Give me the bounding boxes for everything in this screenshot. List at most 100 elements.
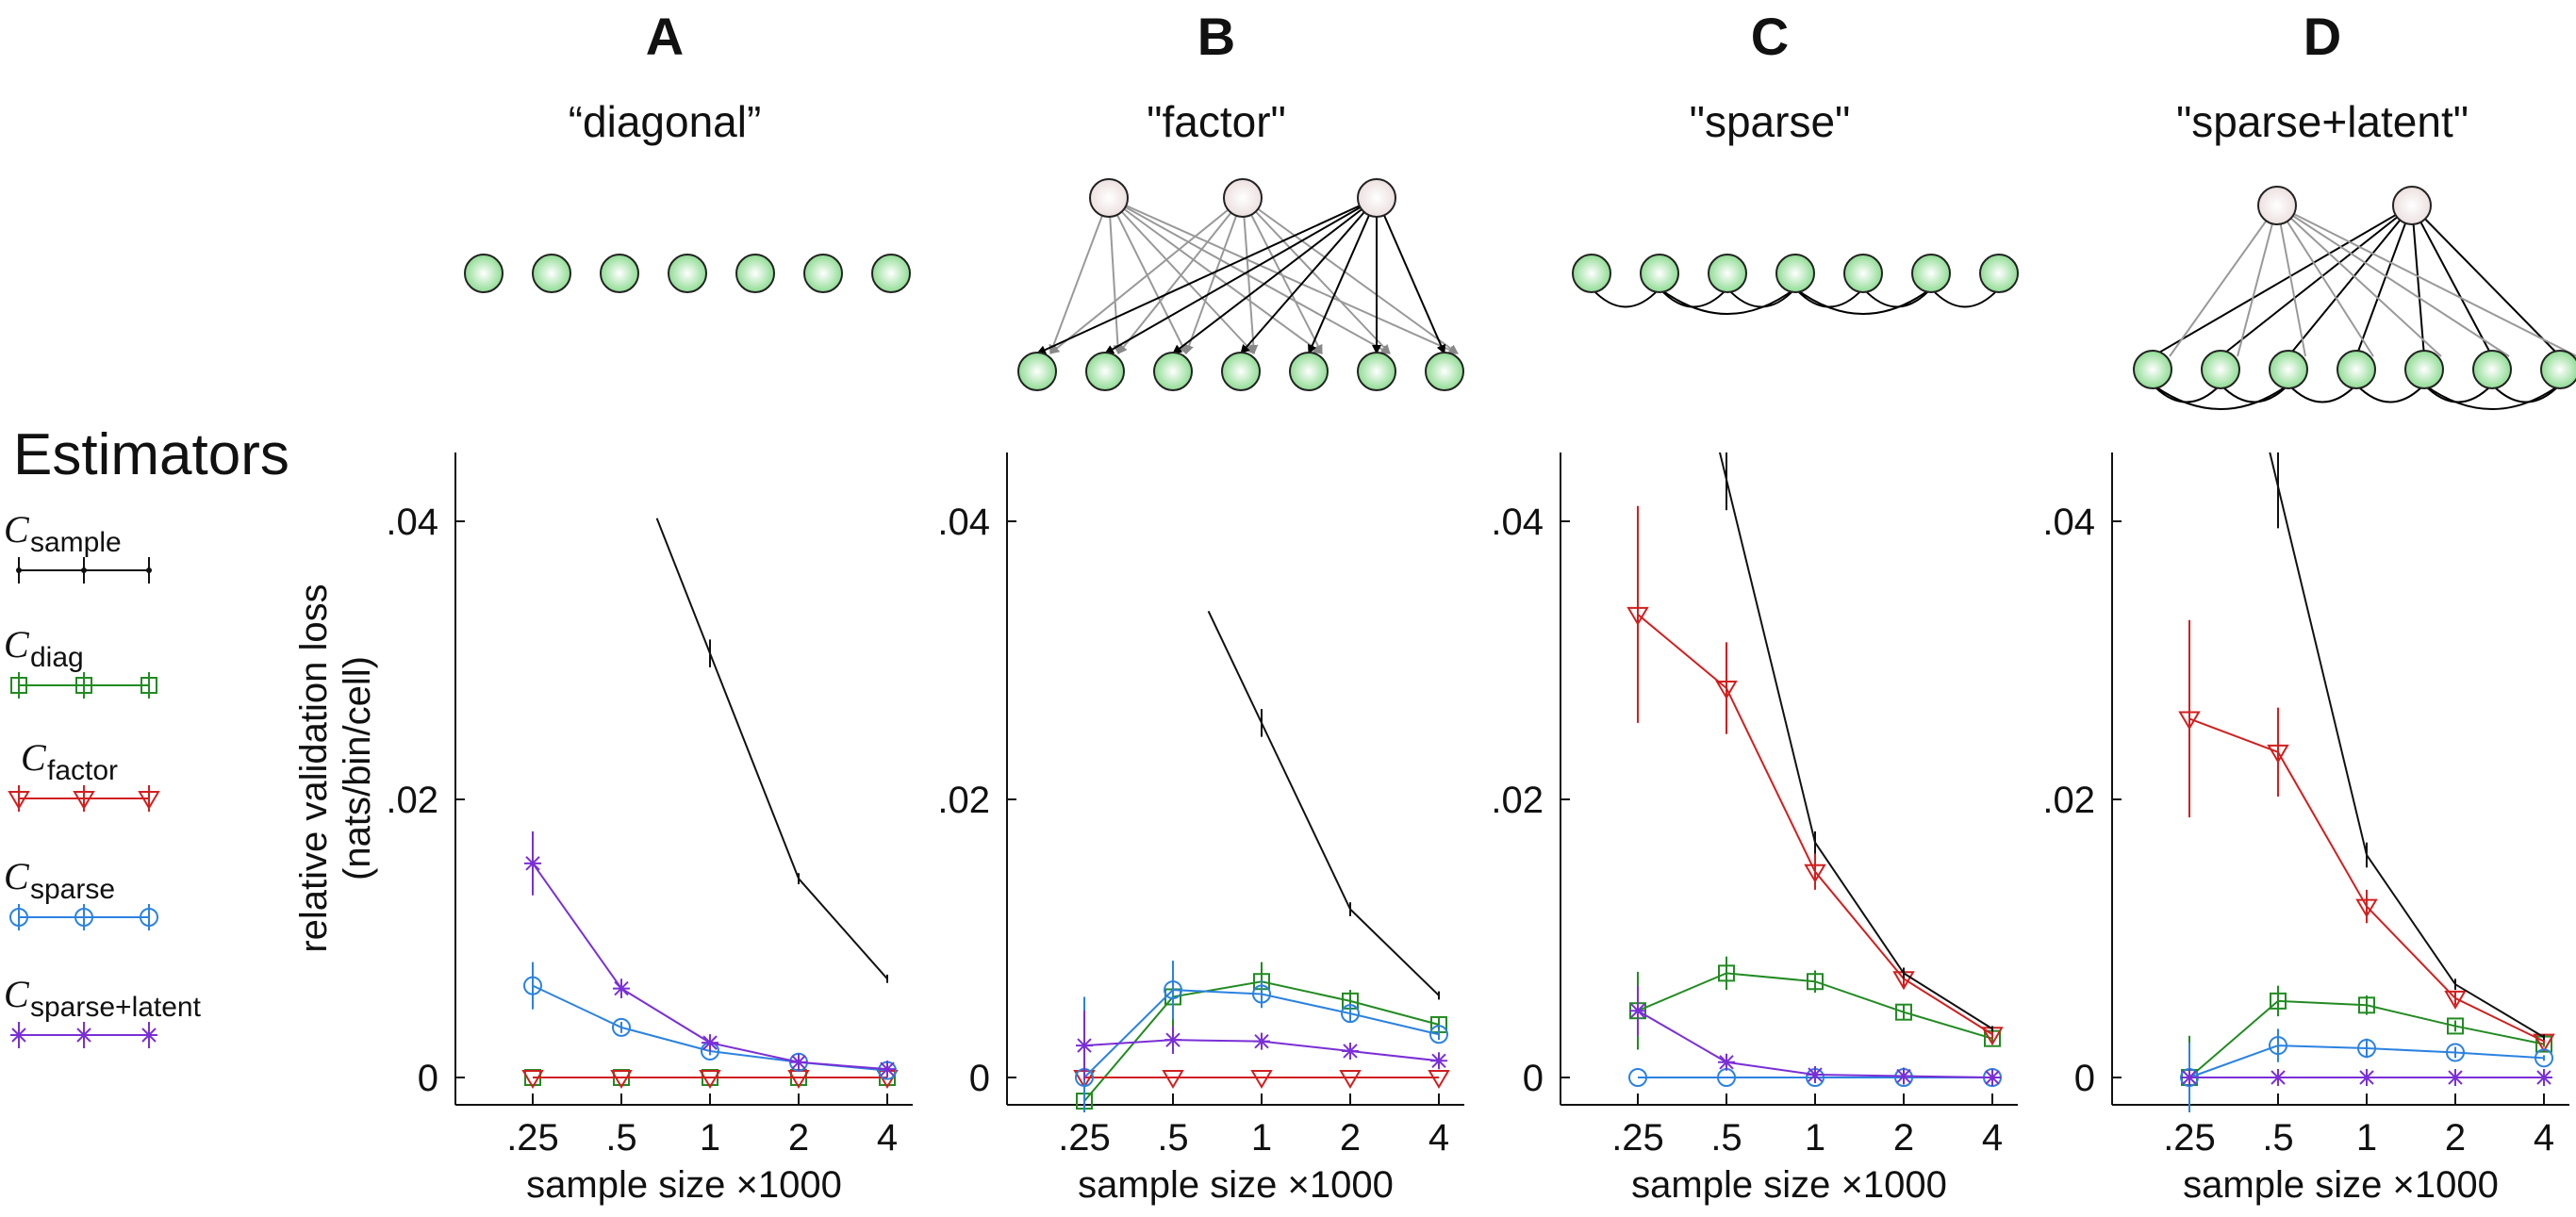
x-tick-label: 2 [1340, 1117, 1361, 1159]
data-point [1628, 1068, 1647, 1087]
legend-marker [140, 677, 157, 694]
series-sample [1207, 610, 1440, 1000]
observed-node [2269, 350, 2308, 389]
series-line [1718, 452, 1993, 1030]
series-factor [2178, 619, 2555, 1053]
latent-edge [2276, 205, 2374, 357]
observed-node [1572, 254, 1611, 293]
data-point [1162, 1070, 1184, 1089]
chart-panels: A “diagonal” 0 .02 .04 .25 .5 1 2 4 sample size ×1… [293, 7, 2569, 1206]
data-point [1429, 1025, 1448, 1044]
y-axis-label: relative validation loss (nats/bin/cell) [293, 584, 378, 952]
data-point [1715, 681, 1738, 699]
sparse-edge [2287, 384, 2357, 403]
legend-subscript: sparse [30, 874, 115, 905]
y-tick-label: .04 [386, 502, 438, 543]
series-sample [655, 518, 888, 983]
legend-marker [16, 567, 22, 573]
legend-marker [74, 908, 93, 927]
sparse-edge [2423, 384, 2493, 403]
series-group [521, 518, 899, 1089]
series-group [1627, 452, 2004, 1087]
observed-node [735, 254, 775, 293]
network-diagrams [464, 178, 2576, 410]
data-point [1341, 1004, 1360, 1024]
x-axis-label: sample size ×1000 [1631, 1164, 1947, 1206]
data-point [2446, 1043, 2465, 1062]
factor-edge [1242, 197, 1391, 354]
x-tick-label: 4 [877, 1117, 898, 1159]
legend-marker [140, 1027, 157, 1044]
x-tick-label: .25 [1058, 1117, 1111, 1159]
latent-edge [2169, 205, 2278, 357]
latent-edge [2411, 205, 2561, 357]
y-tick-label: .04 [2042, 502, 2095, 543]
observed-node [2133, 350, 2172, 389]
x-tick-label: 2 [788, 1117, 809, 1159]
observed-node [1289, 352, 1329, 391]
sparse-edge [1862, 288, 1932, 308]
x-tick-label: .5 [1710, 1117, 1742, 1159]
data-point [1164, 1031, 1181, 1049]
x-tick-label: 4 [2534, 1117, 2554, 1159]
sparse-edge [1659, 288, 1728, 308]
data-point [790, 1053, 807, 1071]
x-tick-label: 1 [1251, 1117, 1272, 1159]
data-point [1339, 1070, 1362, 1089]
series-group [2178, 452, 2555, 1112]
data-point [2181, 1069, 2198, 1086]
latent-edge [2276, 205, 2306, 357]
legend-marker [81, 567, 87, 573]
series-sample [1718, 452, 1993, 1032]
latent-edge [2276, 205, 2442, 357]
sparse-edge [1794, 288, 1932, 315]
y-tick-label: .02 [386, 780, 438, 821]
legend-marker [75, 677, 92, 694]
panel-a: A “diagonal” 0 .02 .04 .25 .5 1 2 4 sample size ×1… [386, 7, 913, 1206]
x-tick-label: .5 [2262, 1117, 2293, 1159]
series-factor [1073, 1070, 1450, 1089]
observed-node [1017, 352, 1057, 391]
legend-marker [146, 567, 152, 573]
x-axis-label: sample size ×1000 [1078, 1164, 1394, 1206]
latent-edge [2411, 205, 2493, 357]
data-point [879, 1061, 896, 1078]
x-tick-label: 1 [1805, 1117, 1825, 1159]
data-point [1807, 1066, 1824, 1084]
observed-node [1085, 352, 1125, 391]
observed-node [1708, 254, 1747, 293]
data-point [2355, 898, 2378, 918]
data-point [521, 1070, 544, 1089]
data-point [524, 854, 541, 872]
x-tick-label: 2 [2445, 1117, 2466, 1159]
observed-node [1153, 352, 1193, 391]
latent-edge [2220, 205, 2413, 357]
y-tick-label: .02 [2042, 780, 2095, 821]
data-point [1807, 973, 1824, 991]
panel-title: "sparse+latent" [2176, 97, 2469, 146]
panel-title: "sparse" [1690, 97, 1851, 146]
observed-node [1357, 352, 1396, 391]
legend-subscript: sample [30, 527, 122, 558]
factor-edge [1104, 197, 1378, 354]
observed-node [2201, 350, 2240, 389]
data-point [2357, 1039, 2376, 1059]
data-point [699, 1070, 721, 1089]
factor-edge [1108, 197, 1123, 354]
legend-symbol: C [4, 855, 30, 897]
observed-node [1425, 352, 1464, 391]
data-point [1076, 1037, 1093, 1055]
data-point [1342, 1042, 1359, 1060]
data-point [1252, 984, 1271, 1004]
data-point [2535, 1048, 2553, 1068]
latent-edge [2276, 205, 2510, 357]
observed-node [1843, 254, 1883, 293]
x-tick-label: .25 [506, 1117, 559, 1159]
series-line [2188, 717, 2545, 1043]
data-point [1804, 863, 1826, 883]
x-tick-label: 4 [1428, 1117, 1449, 1159]
